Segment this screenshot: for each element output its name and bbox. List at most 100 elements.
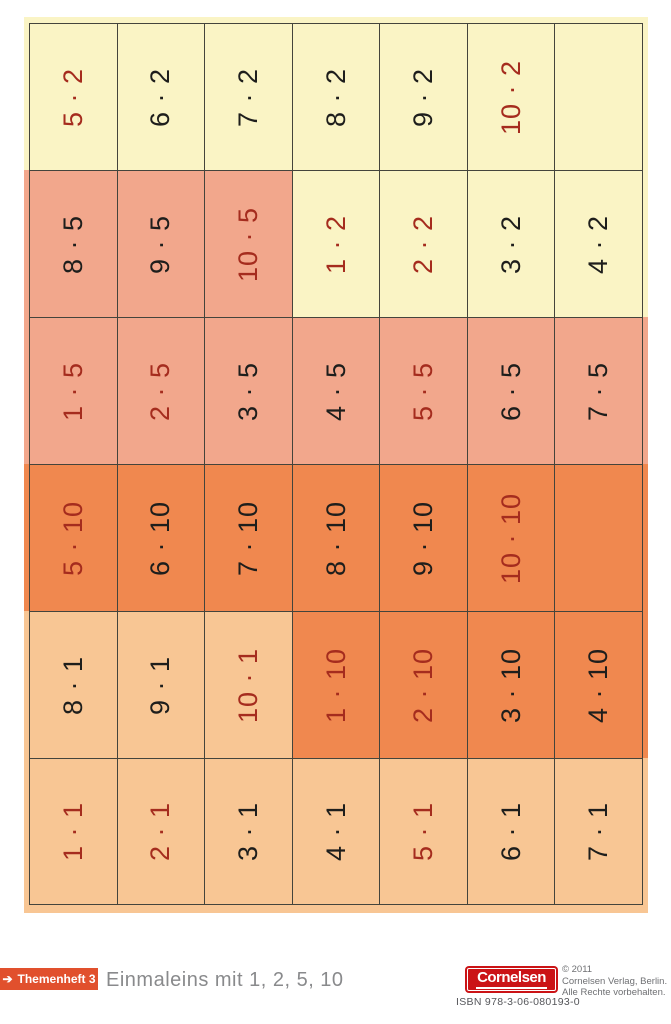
row-left-bleed (24, 170, 29, 317)
worksheet-title: Einmaleins mit 1, 2, 5, 10 (106, 969, 344, 991)
multiplication-card: 7 · 2 (205, 24, 293, 170)
multiplication-card: 2 · 5 (117, 318, 206, 464)
card-row: 8 · 5 9 · 5 10 · 5 1 · 2 2 · 2 3 · 2 4 · 2 (24, 170, 648, 317)
card-expression: 3 · 1 (232, 801, 263, 862)
badge-label: Themenheft 3 (17, 972, 96, 986)
multiplication-card: 9 · 1 (117, 612, 206, 758)
row-left-bleed (24, 758, 29, 905)
row-left-bleed (24, 317, 29, 464)
multiplication-card: 5 · 2 (30, 24, 118, 170)
isbn-text: ISBN 978-3-06-080193-0 (456, 996, 580, 1008)
multiplication-card: 6 · 1 (467, 759, 556, 904)
arrow-right-icon: ➔ (2, 972, 13, 986)
card-expression: 10 · 10 (495, 492, 526, 584)
row-right-bleed (643, 758, 648, 905)
card-expression: 6 · 10 (145, 500, 176, 576)
card-expression: 4 · 1 (320, 801, 351, 862)
multiplication-card-sheet: 5 · 2 6 · 2 7 · 2 8 · 2 9 · 2 10 · 2 8 · 5 9 · … (24, 17, 648, 913)
multiplication-card: 10 · 2 (467, 24, 556, 170)
card-expression: 3 · 2 (495, 214, 526, 274)
multiplication-card: 8 · 10 (292, 465, 381, 611)
multiplication-card: 1 · 1 (30, 759, 118, 904)
sheet-top-bleed (24, 17, 648, 23)
card-expression: 9 · 2 (408, 67, 439, 127)
card-expression: 8 · 5 (57, 214, 88, 274)
card-expression: 5 · 1 (408, 801, 439, 862)
copyright-line: Cornelsen Verlag, Berlin. (562, 975, 668, 987)
multiplication-card: 9 · 10 (380, 465, 468, 611)
cornelsen-logo-text: Cornelsen (476, 970, 547, 989)
row-right-bleed (643, 464, 648, 611)
row-left-bleed (24, 611, 29, 758)
multiplication-card: 6 · 5 (467, 318, 556, 464)
multiplication-card: 7 · 10 (205, 465, 293, 611)
card-expression: 2 · 2 (408, 214, 439, 274)
multiplication-card: 10 · 5 (205, 171, 293, 317)
multiplication-card: 5 · 1 (380, 759, 468, 904)
card-expression: 5 · 5 (408, 361, 439, 421)
cornelsen-logo-frame: Cornelsen (467, 968, 556, 991)
multiplication-card: 1 · 2 (292, 171, 381, 317)
multiplication-card: 7 · 5 (555, 318, 643, 464)
card-expression: 4 · 5 (320, 361, 351, 421)
card-expression: 2 · 1 (145, 801, 176, 862)
card-expression: 3 · 5 (232, 361, 263, 421)
card-expression: 6 · 2 (145, 67, 176, 127)
multiplication-card: 8 · 5 (30, 171, 118, 317)
card-row: 8 · 1 9 · 1 10 · 1 1 · 10 2 · 10 3 · 10 4 · 10 (24, 611, 648, 758)
multiplication-card: 8 · 2 (292, 24, 381, 170)
card-expression: 9 · 10 (408, 500, 439, 576)
multiplication-card: 10 · 1 (205, 612, 293, 758)
card-row: 5 · 2 6 · 2 7 · 2 8 · 2 9 · 2 10 · 2 (24, 23, 648, 170)
sheet-bottom-bleed (24, 905, 648, 913)
copyright-text: © 2011 Cornelsen Verlag, Berlin. Alle Re… (562, 964, 667, 999)
card-expression: 10 · 2 (495, 59, 526, 135)
card-expression: 5 · 2 (57, 67, 88, 127)
multiplication-card: 4 · 10 (555, 612, 643, 758)
card-expression: 1 · 2 (320, 214, 351, 274)
multiplication-card (555, 24, 643, 170)
copyright-line: Alle Rechte vorbehalten. (562, 987, 666, 998)
copyright-line: © 2011 (562, 964, 593, 975)
card-expression: 3 · 10 (495, 647, 526, 723)
multiplication-card: 3 · 2 (467, 171, 556, 317)
card-expression: 8 · 1 (57, 655, 88, 715)
row-left-bleed (24, 464, 29, 611)
card-row: 1 · 1 2 · 1 3 · 1 4 · 1 5 · 1 6 · 1 7 · 1 (24, 758, 648, 905)
card-row: 1 · 5 2 · 5 3 · 5 4 · 5 5 · 5 6 · 5 7 · 5 (24, 317, 648, 464)
multiplication-card: 4 · 1 (292, 759, 381, 904)
card-row: 5 · 10 6 · 10 7 · 10 8 · 10 9 · 10 10 · 10 (24, 464, 648, 611)
multiplication-card: 3 · 10 (467, 612, 556, 758)
multiplication-card: 5 · 5 (380, 318, 468, 464)
row-right-bleed (643, 170, 648, 317)
card-expression: 1 · 5 (57, 361, 88, 421)
card-expression: 9 · 1 (145, 655, 176, 715)
multiplication-card: 6 · 10 (117, 465, 206, 611)
multiplication-card: 4 · 2 (555, 171, 643, 317)
card-expression: 10 · 5 (232, 206, 263, 282)
themenheft-badge: ➔ Themenheft 3 (0, 968, 98, 990)
multiplication-card: 1 · 10 (292, 612, 381, 758)
multiplication-card: 2 · 2 (380, 171, 468, 317)
multiplication-card: 10 · 10 (467, 465, 556, 611)
row-right-bleed (643, 611, 648, 758)
card-expression: 6 · 1 (495, 801, 526, 862)
multiplication-card: 3 · 1 (205, 759, 293, 904)
row-right-bleed (643, 23, 648, 170)
multiplication-card (555, 465, 643, 611)
card-expression: 9 · 5 (145, 214, 176, 274)
card-expression: 7 · 10 (232, 500, 263, 576)
multiplication-card: 8 · 1 (30, 612, 118, 758)
multiplication-card: 2 · 1 (117, 759, 206, 904)
card-expression: 1 · 10 (320, 647, 351, 723)
card-expression: 5 · 10 (57, 500, 88, 576)
multiplication-card: 2 · 10 (380, 612, 468, 758)
card-expression: 2 · 10 (408, 647, 439, 723)
multiplication-card: 7 · 1 (555, 759, 643, 904)
card-expression: 7 · 5 (583, 361, 614, 421)
multiplication-card: 4 · 5 (292, 318, 381, 464)
multiplication-card: 6 · 2 (117, 24, 206, 170)
card-expression: 7 · 2 (232, 67, 263, 127)
multiplication-card: 5 · 10 (30, 465, 118, 611)
card-expression: 6 · 5 (495, 361, 526, 421)
